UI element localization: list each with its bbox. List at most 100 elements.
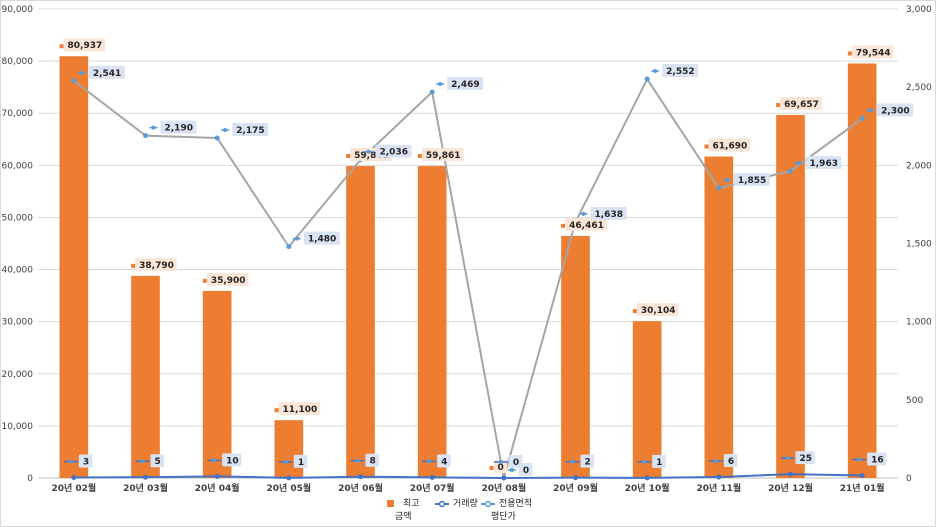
volume-point [143,474,148,480]
x-tick-label: 20년 06월 [338,482,383,494]
y-right-tick-label: 3,000 [906,5,932,15]
price-label-marker [438,82,443,87]
volume-point [644,475,650,481]
line-series [71,76,865,481]
x-tick-label: 20년 04월 [195,482,240,494]
price-data-label: 2,175 [236,126,264,136]
price-data-label-box [805,156,842,170]
volume-data-label: 5 [155,457,161,467]
price-data-label-box [160,120,197,134]
volume-point [71,475,77,481]
x-tick-label: 20년 02월 [51,482,96,494]
price-data-label: 2,552 [666,67,694,77]
y-right-tick-label: 1,000 [906,318,932,328]
bar-data-label-box [63,38,106,52]
volume-data-label-box [150,454,165,468]
volume-label-marker [570,459,575,464]
x-tick-label: 20년 08월 [481,482,526,494]
volume-label-marker [498,460,503,464]
bar-data-label-box [780,97,822,111]
bar [59,56,89,478]
price-data-label-box [662,64,699,78]
bar-label-marker [847,51,852,56]
price-data-label-box [232,122,269,136]
price-point [429,89,435,95]
bar-label-marker [417,154,422,159]
bar [632,321,662,478]
bar-label-marker [131,263,136,268]
volume-data-label-box [293,454,308,468]
price-data-label: 1,638 [595,210,623,220]
bar [202,290,232,478]
legend-swatch [387,500,394,507]
bar-data-label-box [421,148,464,162]
bar-label-marker [561,223,566,228]
price-label-marker [796,161,801,166]
volume-label-marker [642,459,647,464]
volume-data-label: 6 [728,457,734,467]
price-label-marker [366,149,371,154]
price-data-label-box [877,103,914,117]
gridlines [38,8,898,479]
x-tick-label: 20년 11월 [696,482,741,494]
volume-data-label: 1 [656,458,662,468]
bar-data-label: 30,104 [641,306,676,316]
price-data-label: 2,300 [881,106,909,116]
bar-data-label: 79,544 [856,48,891,58]
bar-data-label-box [565,217,607,231]
y-left-tick-label: 30,000 [2,318,34,328]
price-data-label: 1,963 [810,159,838,169]
price-data-label-box [733,173,770,187]
volume-data-label: 10 [226,456,239,466]
legend-label: 거래량 [453,497,478,509]
price-point [286,244,292,250]
bar [561,235,590,478]
y-right-tick-label: 2,500 [906,83,932,93]
price-label-marker [151,125,156,130]
volume-data-label: 8 [370,457,376,467]
bar-data-label-box [135,257,177,271]
left-axis-ticks: 0 10,000 20,000 30,000 40,000 50,000 60,000 70,… [2,5,34,484]
bar-data-label: 59,861 [354,151,389,161]
bar-label-marker [489,466,494,470]
volume-data-label: 25 [800,454,813,464]
volume-point [501,475,507,481]
volume-point [716,474,722,480]
volume-data-label-box [437,454,451,468]
price-data-label-box [303,231,340,245]
bar-data-label-box [851,45,894,59]
price-point [143,133,148,139]
volume-data-label-box [652,454,666,468]
volume-data-label-box [867,452,887,466]
volume-data-label-box [795,451,815,465]
legend-swatch-marker [438,500,446,508]
bar-label-marker [704,144,709,149]
bar-series [59,56,877,479]
bar-data-label-box [636,303,679,317]
bar [346,166,375,478]
price-line [73,78,863,479]
bar-label-marker [346,154,351,159]
bar-data-label: 80,937 [68,41,103,51]
x-tick-label: 21년 01월 [840,482,885,494]
bar-label-marker [202,278,207,283]
bar-label-marker [274,408,279,413]
y-left-tick-label: 20,000 [2,370,34,380]
price-data-label: 2,190 [165,124,193,134]
price-label-marker [653,69,658,74]
volume-data-label-box [580,454,595,468]
right-axis-ticks: 0 500 1,000 1,500 2,000 2,500 3,000 [906,5,932,484]
legend-label: 전용면적 [499,497,532,509]
volume-data-label: 16 [871,455,884,465]
x-tick-label: 20년 03월 [123,482,168,494]
volume-data-label-box [78,454,93,468]
volume-label-marker [355,458,360,463]
price-point [788,168,793,174]
volume-data-label: 3 [83,458,89,468]
bar [776,115,805,478]
y-left-tick-label: 0 [27,474,33,484]
price-label-marker [294,236,299,241]
y-left-tick-label: 90,000 [2,5,34,15]
price-point [859,115,865,121]
